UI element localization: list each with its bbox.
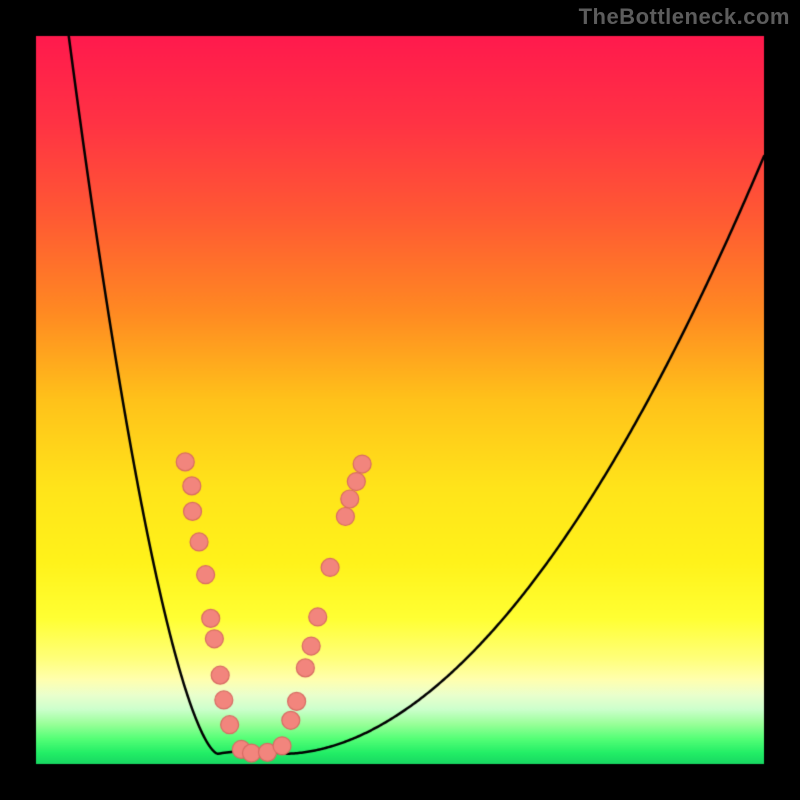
watermark-text: TheBottleneck.com bbox=[579, 4, 790, 30]
chart-stage: TheBottleneck.com bbox=[0, 0, 800, 800]
bottleneck-curve-chart bbox=[0, 0, 800, 800]
